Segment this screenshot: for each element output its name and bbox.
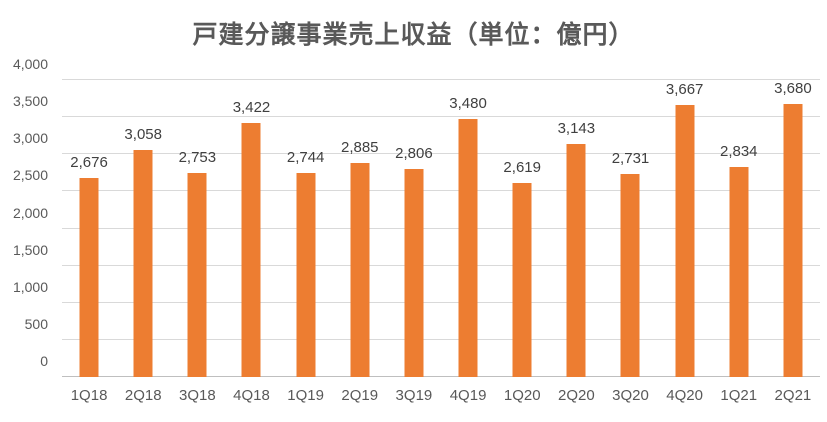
- x-axis-tick-label: 3Q18: [178, 387, 216, 404]
- gridline: [62, 153, 820, 155]
- x-axis-tick-label: 3Q20: [612, 387, 649, 404]
- bar-1Q18: [79, 178, 99, 377]
- bar-3Q20: [620, 174, 640, 377]
- chart-title: 戸建分譲事業売上収益（単位：億円）: [192, 21, 635, 49]
- category-column: 3,480 4Q19: [441, 80, 495, 404]
- plot-area: 0 500 1,000 1,500 2,000 2,500 3,000 3,500 4,000 2…: [13, 56, 820, 404]
- bar-1Q21: [729, 166, 749, 377]
- bar-2Q19: [350, 162, 370, 377]
- bar-data-label: 3,680: [774, 79, 812, 97]
- x-axis-tick-label: 2Q20: [557, 387, 595, 404]
- y-axis-tick-label: 3,500: [12, 93, 48, 110]
- x-axis-tick-label: 1Q20: [503, 387, 541, 404]
- bar-data-label: 3,422: [232, 98, 271, 116]
- bar-data-label: 2,753: [178, 148, 217, 166]
- x-axis-tick-label: 3Q19: [395, 387, 433, 404]
- x-axis-tick-label: 1Q19: [287, 387, 324, 404]
- bar-4Q20: [675, 104, 695, 377]
- bar-1Q20: [512, 182, 532, 377]
- category-column: 3,680 2Q21: [766, 79, 820, 404]
- bar-2Q20: [566, 143, 586, 377]
- bar-data-label: 2,744: [286, 149, 325, 167]
- y-axis-tick-label: 3,000: [12, 130, 48, 147]
- gridline: [62, 338, 820, 340]
- y-axis-tick-label: 0: [40, 353, 48, 369]
- gridline: [62, 116, 820, 118]
- category-column: 2,744 1Q19: [279, 80, 333, 404]
- y-axis-tick-label: 500: [24, 315, 48, 332]
- bar-data-label: 3,143: [557, 119, 596, 137]
- gridline: [62, 301, 820, 303]
- category-column: 3,667 4Q20: [658, 80, 712, 404]
- y-axis-tick-label: 1,000: [12, 278, 48, 295]
- gridline: [62, 264, 820, 266]
- bar-data-label: 3,667: [665, 80, 704, 98]
- category-column: 2,806 3Q19: [387, 80, 441, 404]
- x-axis-tick-label: 1Q21: [720, 387, 758, 404]
- y-axis-tick-label: 1,500: [12, 241, 48, 258]
- bar-data-label: 2,731: [611, 150, 650, 168]
- bar-3Q19: [404, 168, 424, 377]
- bar-data-label: 3,480: [449, 94, 487, 112]
- bar-data-label: 2,806: [395, 144, 433, 162]
- bar-data-label: 2,885: [340, 138, 379, 156]
- category-column: 3,422 4Q18: [224, 80, 278, 404]
- category-column: 3,058 2Q18: [116, 80, 170, 404]
- gridline: [62, 190, 820, 192]
- gridline: [62, 227, 820, 229]
- category-column: 3,143 2Q20: [549, 80, 603, 404]
- y-axis-tick-label: 2,500: [12, 167, 48, 184]
- bar-2Q18: [133, 149, 153, 377]
- gridline: [62, 79, 820, 80]
- bar-data-label: 2,619: [503, 158, 541, 176]
- bar-4Q19: [458, 118, 478, 377]
- bar-3Q18: [187, 172, 207, 377]
- category-column: 2,676 1Q18: [62, 80, 116, 404]
- x-axis-line: [62, 376, 820, 377]
- bar-data-label: 2,676: [70, 154, 108, 172]
- x-axis-tick-label: 4Q20: [666, 387, 703, 404]
- y-axis-tick-label: 4,000: [12, 56, 48, 72]
- category-column: 2,885 2Q19: [333, 80, 387, 404]
- x-axis-tick-label: 1Q18: [70, 387, 108, 404]
- category-column: 2,619 1Q20: [495, 80, 549, 404]
- bar-data-label: 3,058: [124, 125, 162, 143]
- x-axis-tick-label: 2Q18: [124, 387, 162, 404]
- bar-1Q19: [296, 173, 316, 377]
- category-column: 2,834 1Q21: [712, 80, 766, 404]
- x-axis-tick-label: 2Q21: [774, 387, 812, 404]
- bar-data-label: 2,834: [719, 142, 758, 160]
- x-axis-tick-label: 4Q18: [233, 387, 270, 404]
- x-axis-tick-label: 2Q19: [341, 387, 379, 404]
- y-axis-tick-label: 2,000: [12, 204, 48, 221]
- bar-4Q18: [241, 122, 261, 377]
- category-column: 2,731 3Q20: [603, 80, 657, 404]
- bar-2Q21: [783, 103, 803, 377]
- category-column: 2,753 3Q18: [170, 80, 224, 404]
- x-axis-tick-label: 4Q19: [449, 387, 487, 404]
